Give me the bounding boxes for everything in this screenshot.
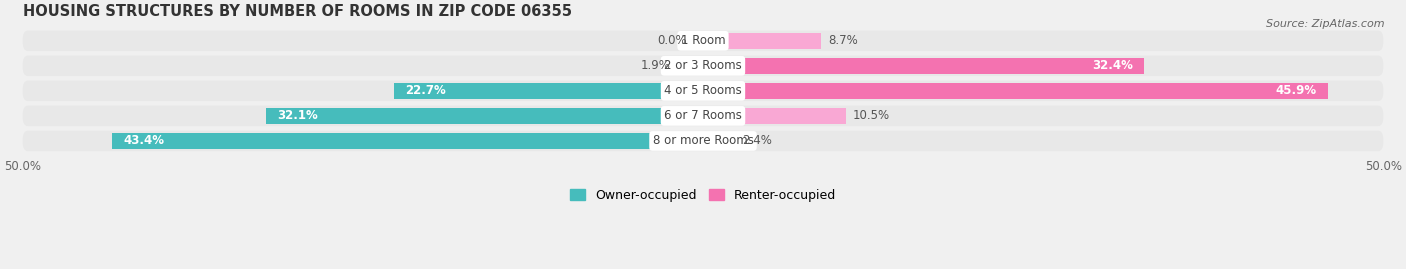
Bar [266, 108, 703, 124]
Bar [678, 58, 703, 73]
Text: 8 or more Rooms: 8 or more Rooms [652, 134, 754, 147]
Text: 2 or 3 Rooms: 2 or 3 Rooms [664, 59, 742, 72]
Bar [703, 133, 735, 149]
Text: 32.1%: 32.1% [277, 109, 318, 122]
FancyBboxPatch shape [22, 55, 1384, 76]
FancyBboxPatch shape [22, 131, 1384, 151]
Text: HOUSING STRUCTURES BY NUMBER OF ROOMS IN ZIP CODE 06355: HOUSING STRUCTURES BY NUMBER OF ROOMS IN… [22, 4, 572, 19]
Text: Source: ZipAtlas.com: Source: ZipAtlas.com [1267, 19, 1385, 29]
Bar [703, 58, 1144, 73]
Text: 43.4%: 43.4% [124, 134, 165, 147]
Bar [703, 33, 821, 48]
Text: 8.7%: 8.7% [828, 34, 858, 47]
Text: 1 Room: 1 Room [681, 34, 725, 47]
Bar [703, 83, 1327, 99]
Text: 32.4%: 32.4% [1092, 59, 1133, 72]
FancyBboxPatch shape [22, 106, 1384, 126]
Text: 4 or 5 Rooms: 4 or 5 Rooms [664, 84, 742, 97]
Bar [394, 83, 703, 99]
FancyBboxPatch shape [22, 81, 1384, 101]
Text: 1.9%: 1.9% [641, 59, 671, 72]
Text: 22.7%: 22.7% [405, 84, 446, 97]
FancyBboxPatch shape [22, 30, 1384, 51]
Text: 6 or 7 Rooms: 6 or 7 Rooms [664, 109, 742, 122]
Text: 2.4%: 2.4% [742, 134, 772, 147]
Bar [112, 133, 703, 149]
Text: 0.0%: 0.0% [657, 34, 686, 47]
Text: 10.5%: 10.5% [852, 109, 890, 122]
Text: 45.9%: 45.9% [1275, 84, 1316, 97]
Legend: Owner-occupied, Renter-occupied: Owner-occupied, Renter-occupied [565, 184, 841, 207]
Bar [703, 108, 846, 124]
